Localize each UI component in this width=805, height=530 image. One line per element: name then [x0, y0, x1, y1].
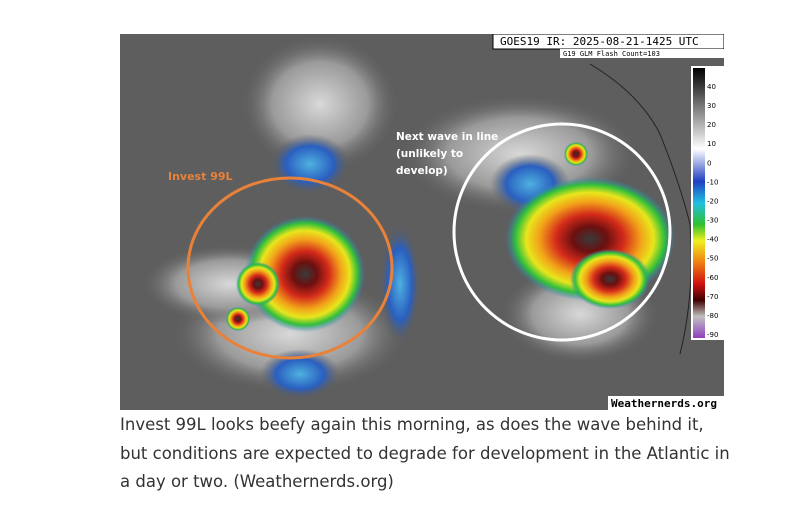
header-title: GOES19 IR: 2025-08-21-1425 UTC [500, 35, 699, 48]
watermark: Weathernerds.org [611, 397, 717, 410]
wave-label-line: Next wave in line [396, 131, 498, 143]
colorbar-label: -30 [707, 217, 718, 225]
colorbar-label: -50 [707, 255, 718, 263]
watermark-box [608, 396, 724, 410]
flash-count: G19 GLM Flash Count=103 [563, 50, 660, 58]
colorbar-label: -20 [707, 197, 718, 205]
colorbar-label: -70 [707, 293, 718, 301]
colorbar-label: 40 [707, 83, 716, 91]
invest-label: Invest 99L [168, 170, 233, 183]
colorbar-label: 30 [707, 102, 716, 110]
colorbar-label: 10 [707, 140, 716, 148]
coastline [589, 63, 692, 355]
storms [226, 142, 675, 332]
colorbar-label: -40 [707, 236, 718, 244]
flash-box [560, 49, 724, 58]
caption: Invest 99L looks beefy again this mornin… [120, 415, 730, 491]
colorbar-label: -90 [707, 331, 718, 339]
wave-label: Next wave in line (unlikely to develop) [396, 131, 498, 177]
wave-label-line: develop) [396, 165, 448, 177]
colorbar-label: -80 [707, 312, 718, 320]
colorbar-label: -10 [707, 178, 718, 186]
colorbar-label: 20 [707, 121, 716, 129]
wave-label-line: (unlikely to [396, 148, 463, 160]
colorbar-label: 0 [707, 159, 711, 167]
wave-circle [452, 122, 672, 342]
colorbar-labels: 40 30 20 10 0 -10 -20 -30 -40 -50 -60 -70 -80 -90 [707, 83, 718, 339]
invest-circle [186, 176, 394, 360]
colorbar-label: -60 [707, 274, 718, 282]
colorbar [693, 68, 705, 338]
satellite-image: Invest 99L Next wave in line (unlikely t… [120, 34, 724, 410]
